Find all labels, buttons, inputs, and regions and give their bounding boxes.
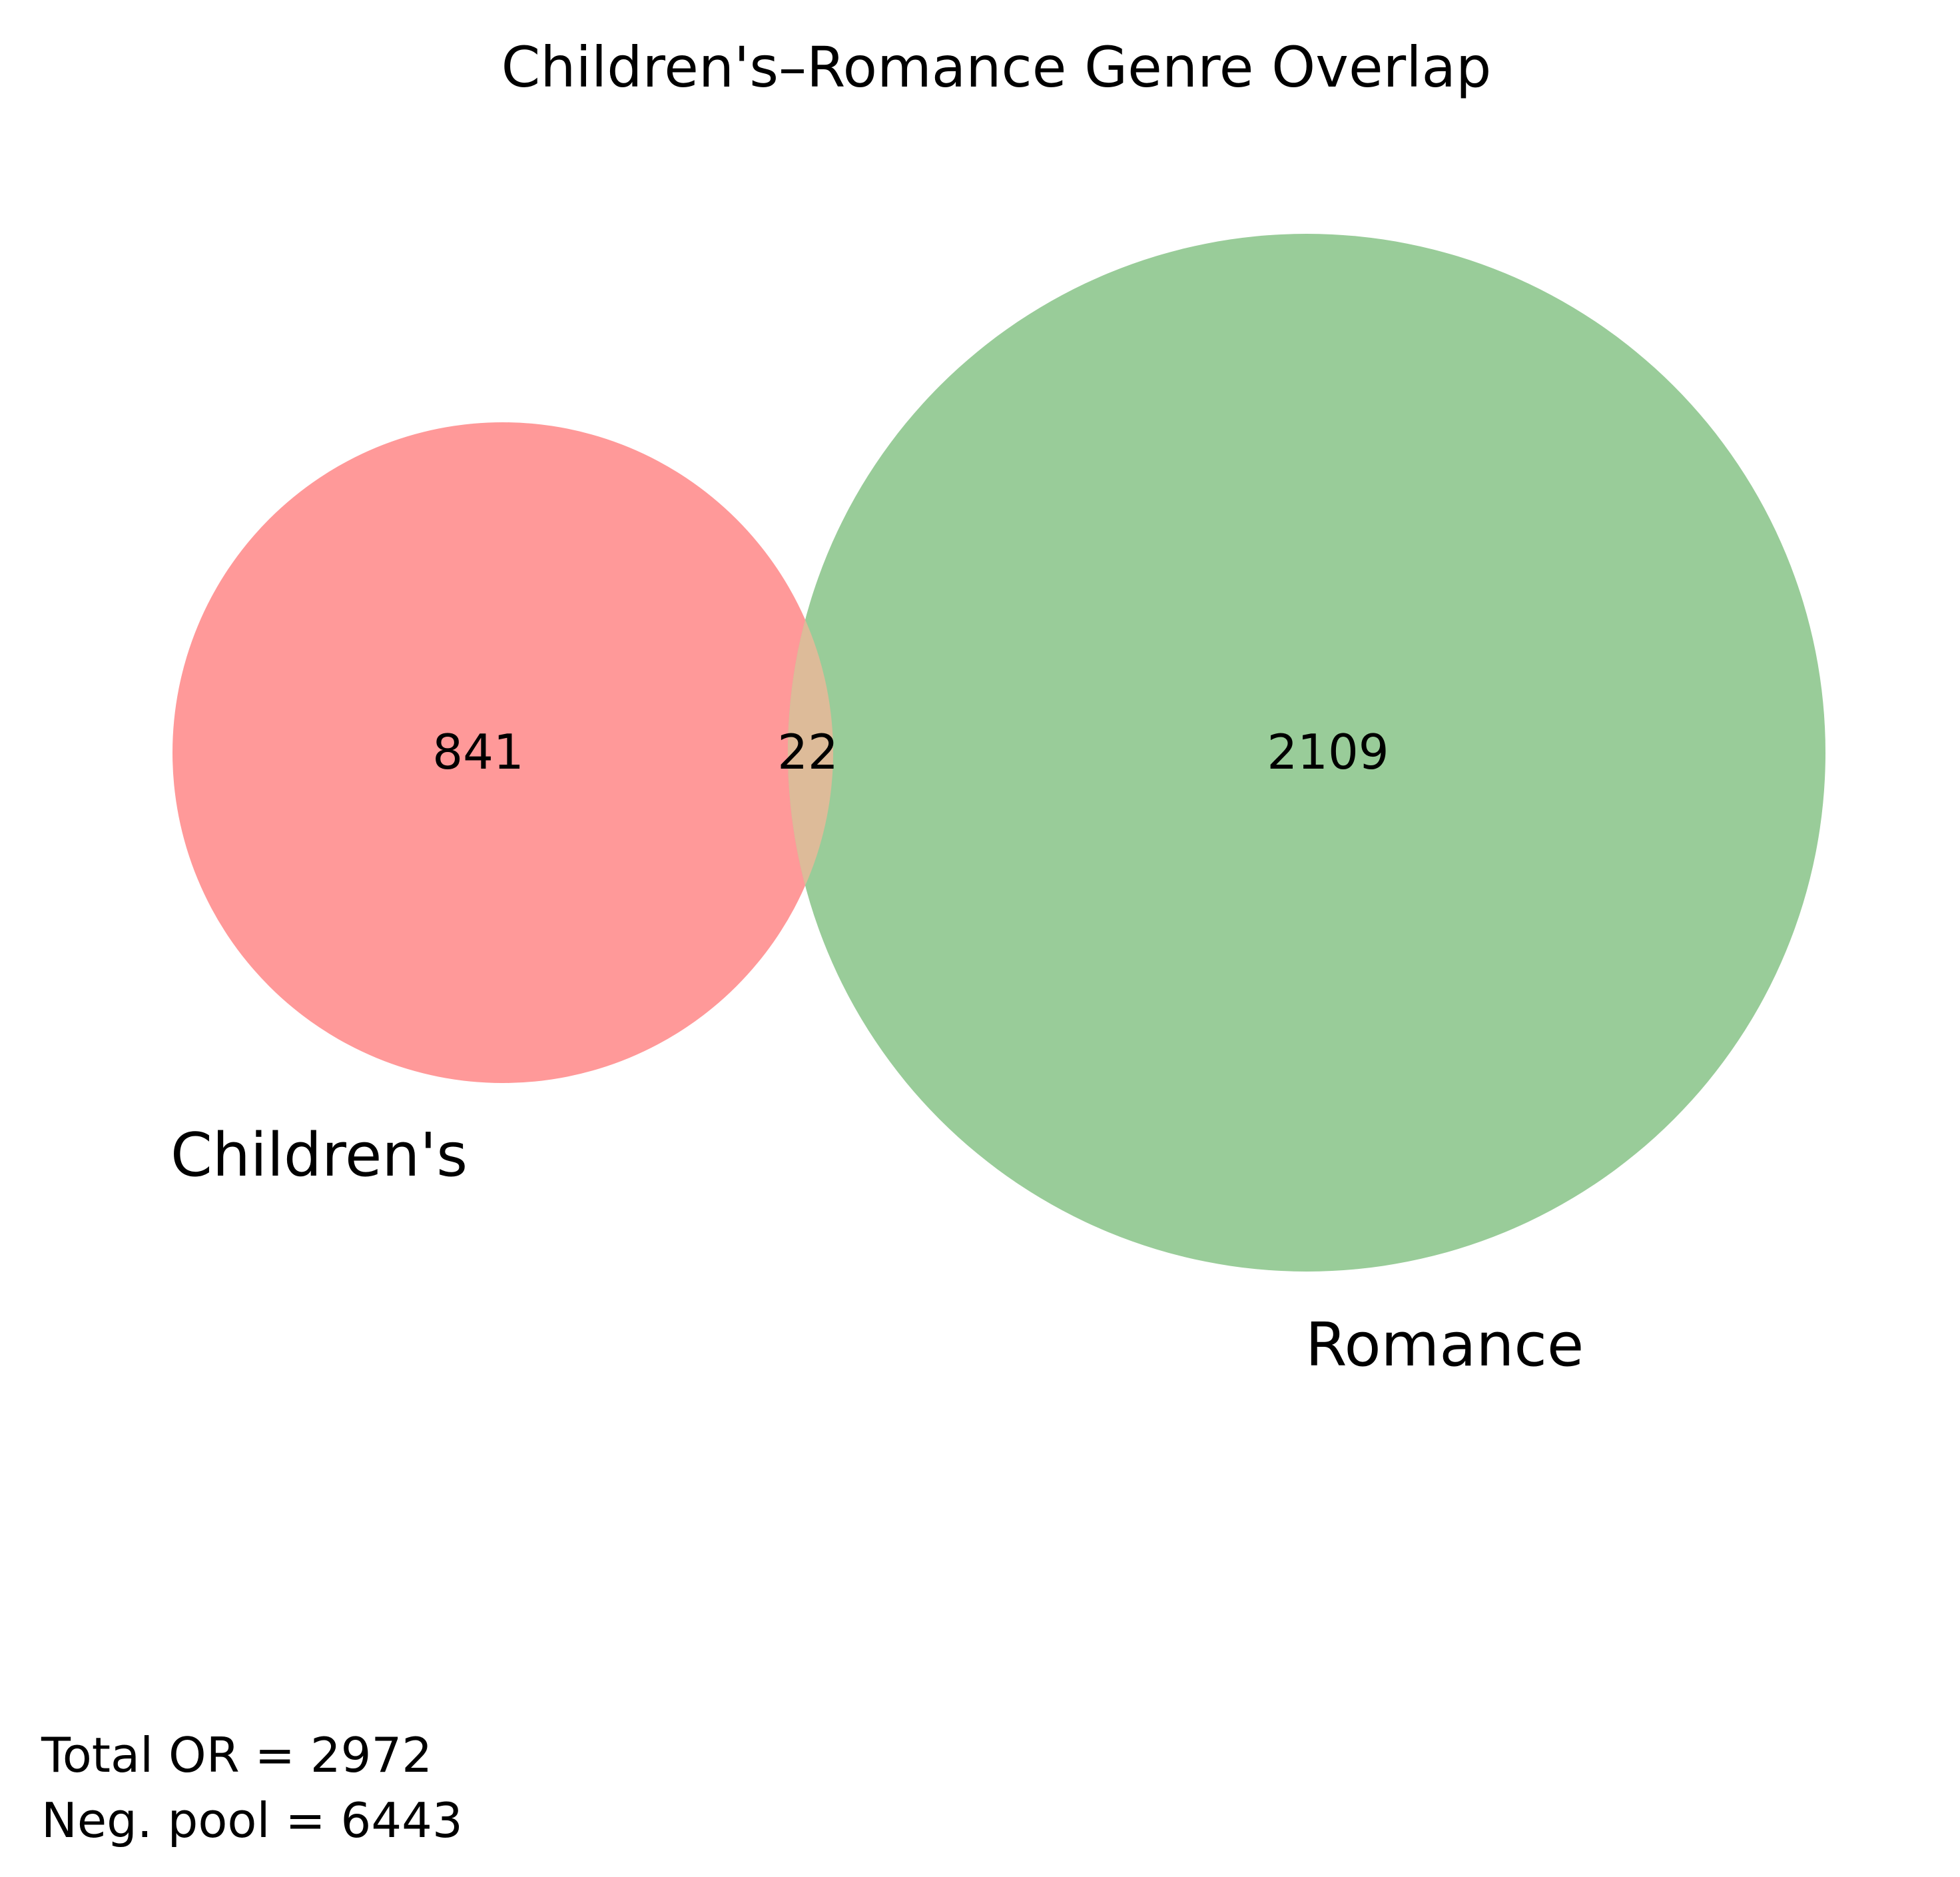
neg-pool-footnote: Neg. pool = 6443 (41, 1792, 463, 1848)
romance-circle (788, 234, 1825, 1272)
childrens-only-count: 841 (432, 724, 523, 780)
childrens-circle (172, 422, 833, 1083)
romance-label: Romance (1305, 1310, 1584, 1380)
romance-only-count: 2109 (1267, 724, 1389, 780)
total-or-footnote: Total OR = 2972 (41, 1727, 432, 1783)
overlap-count: 22 (777, 724, 838, 780)
chart-title: Children's–Romance Genre Overlap (501, 35, 1492, 100)
childrens-label: Children's (170, 1120, 468, 1190)
